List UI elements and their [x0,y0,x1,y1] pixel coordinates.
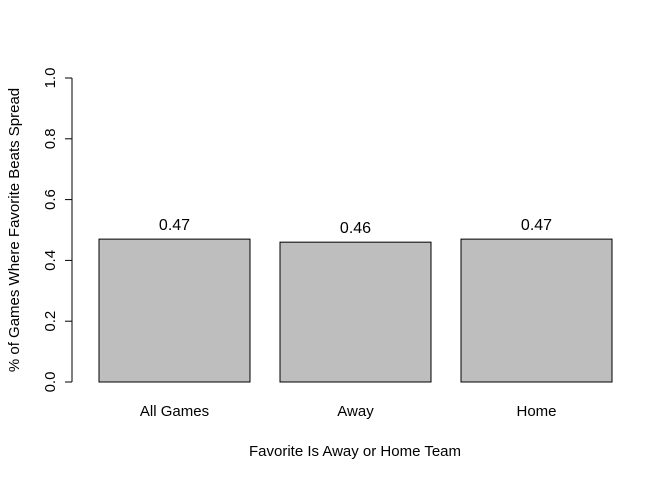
x-tick-label: Home [516,403,556,420]
bar [460,238,613,383]
bar-data-label: 0.46 [340,220,371,237]
y-tick-label: 0.2 [42,311,59,332]
y-axis: 0.0 0.2 0.4 0.6 0.8 1.0 [42,68,73,393]
x-tick-label: Away [337,403,374,420]
y-tick-label: 1.0 [42,68,59,89]
y-tick-label: 0.4 [42,250,59,271]
y-axis-label: % of Games Where Favorite Beats Spread [6,88,23,372]
x-tick-label: All Games [140,403,209,420]
x-tick-labels: All Games Away Home [140,403,557,420]
bar-data-label: 0.47 [159,217,190,234]
bar-data-label: 0.47 [521,217,552,234]
bars: 0.47 0.46 0.47 [98,217,613,383]
y-tick-label: 0.0 [42,372,59,393]
bar [279,241,432,383]
bar [98,238,251,383]
y-tick-label: 0.6 [42,189,59,210]
x-axis-label: Favorite Is Away or Home Team [249,443,461,460]
y-tick-label: 0.8 [42,128,59,149]
